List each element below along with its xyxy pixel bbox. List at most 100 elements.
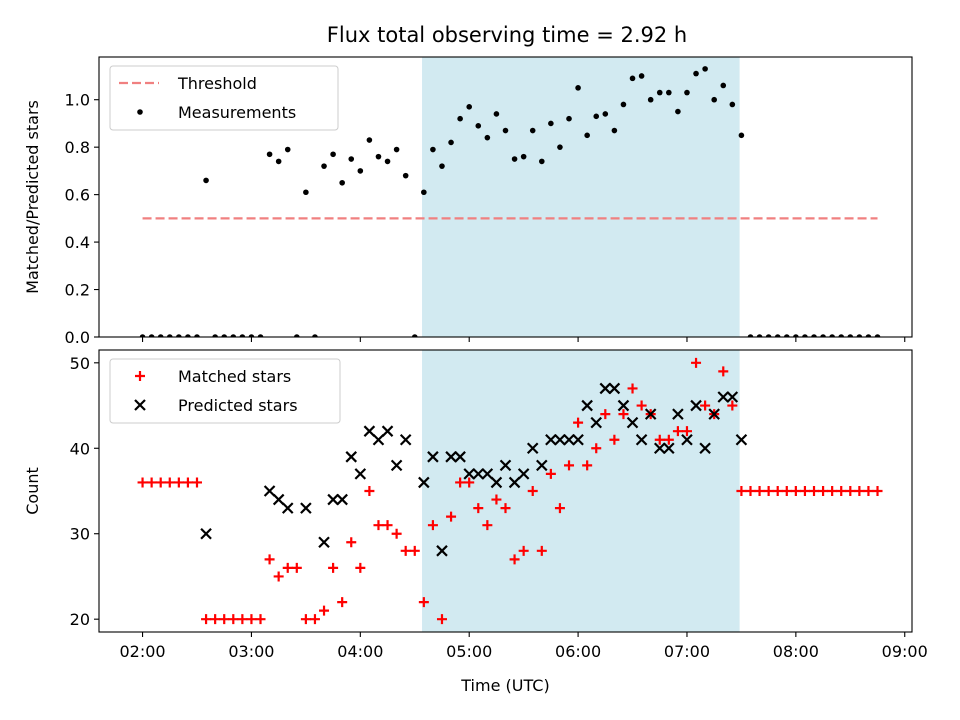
data-point [508,476,521,489]
data-point [472,468,485,480]
data-point [284,146,291,153]
data-point [783,334,790,337]
data-point [448,139,454,146]
data-point [418,476,430,489]
data-point [384,158,391,165]
data-point [599,382,612,395]
data-point [411,334,418,337]
data-point [436,545,448,557]
y-tick-label: 1.0 [65,91,90,110]
data-point [373,520,384,531]
data-point [464,477,475,488]
data-point [564,460,575,471]
data-point [281,502,294,514]
y-tick-label: 50 [70,354,90,373]
data-point [155,477,166,488]
y-tick-label: 30 [70,525,90,544]
data-point [466,104,473,110]
data-point [756,334,763,337]
data-point [675,108,681,115]
data-point [345,451,358,463]
legend: Threshold Measurements [109,65,339,131]
observing-window [422,57,740,337]
data-point [711,96,717,103]
data-point [865,334,872,337]
data-point [809,486,820,496]
data-point [309,614,320,625]
data-point [638,73,645,79]
data-point [355,562,366,573]
x-tick-label: 03:00 [228,642,274,661]
data-point [210,614,221,625]
data-point [421,189,427,196]
data-point [484,134,491,141]
data-point [726,391,739,403]
data-point [620,101,627,108]
data-point [475,123,482,129]
data-point [609,434,620,445]
data-point [856,334,863,337]
data-point [627,383,638,394]
data-point [493,111,500,117]
data-point [191,477,202,488]
data-point [427,451,439,463]
data-point [382,520,393,531]
data-point [455,477,466,488]
x-tick-label: 08:00 [773,642,819,661]
data-point [264,554,275,565]
data-point [266,151,273,158]
data-point [436,614,447,625]
data-point [391,528,402,539]
data-point [430,146,436,153]
data-point [538,158,545,165]
data-point [182,477,193,488]
data-point [790,486,801,496]
data-point [230,334,237,337]
data-point [454,451,466,463]
data-point [255,614,266,625]
data-point [818,486,829,496]
data-point [517,468,530,480]
data-point [248,334,255,337]
data-point [563,433,575,446]
legend-label: Measurements [178,103,296,122]
data-point [863,486,874,496]
data-point [490,476,503,489]
data-point [693,70,699,77]
y-tick-label: 0.8 [65,138,90,157]
data-point [829,334,835,337]
data-point [526,442,539,455]
data-point [294,334,300,337]
data-point [327,493,339,506]
data-point [354,468,367,480]
data-marks [137,357,883,625]
data-point [545,468,556,479]
data-point [611,127,618,134]
data-point [173,477,184,488]
data-point [282,562,293,573]
data-point [874,334,881,337]
data-point [718,366,729,377]
data-point [237,614,248,625]
x-tick-label: 09:00 [882,642,928,661]
data-point [300,502,312,514]
series-measurements [139,66,881,337]
data-point [463,468,475,480]
series-matched-stars [137,357,883,625]
data-point [735,433,748,446]
data-point [427,520,438,531]
data-point [272,493,285,506]
ratio-panel: 0.0 0.2 0.4 0.6 0.8 1.0 Matched/Predicted star… [23,56,913,347]
legend: Matched stars Predicted stars [109,358,341,424]
data-point [273,571,284,582]
data-point [509,554,520,565]
data-point [194,334,200,337]
data-point [699,442,711,455]
data-point [176,334,182,337]
y-tick-label: 40 [70,439,90,458]
data-point [636,400,647,411]
data-point [845,486,856,496]
data-point [348,156,355,162]
data-point [548,120,554,127]
data-point [336,493,348,506]
